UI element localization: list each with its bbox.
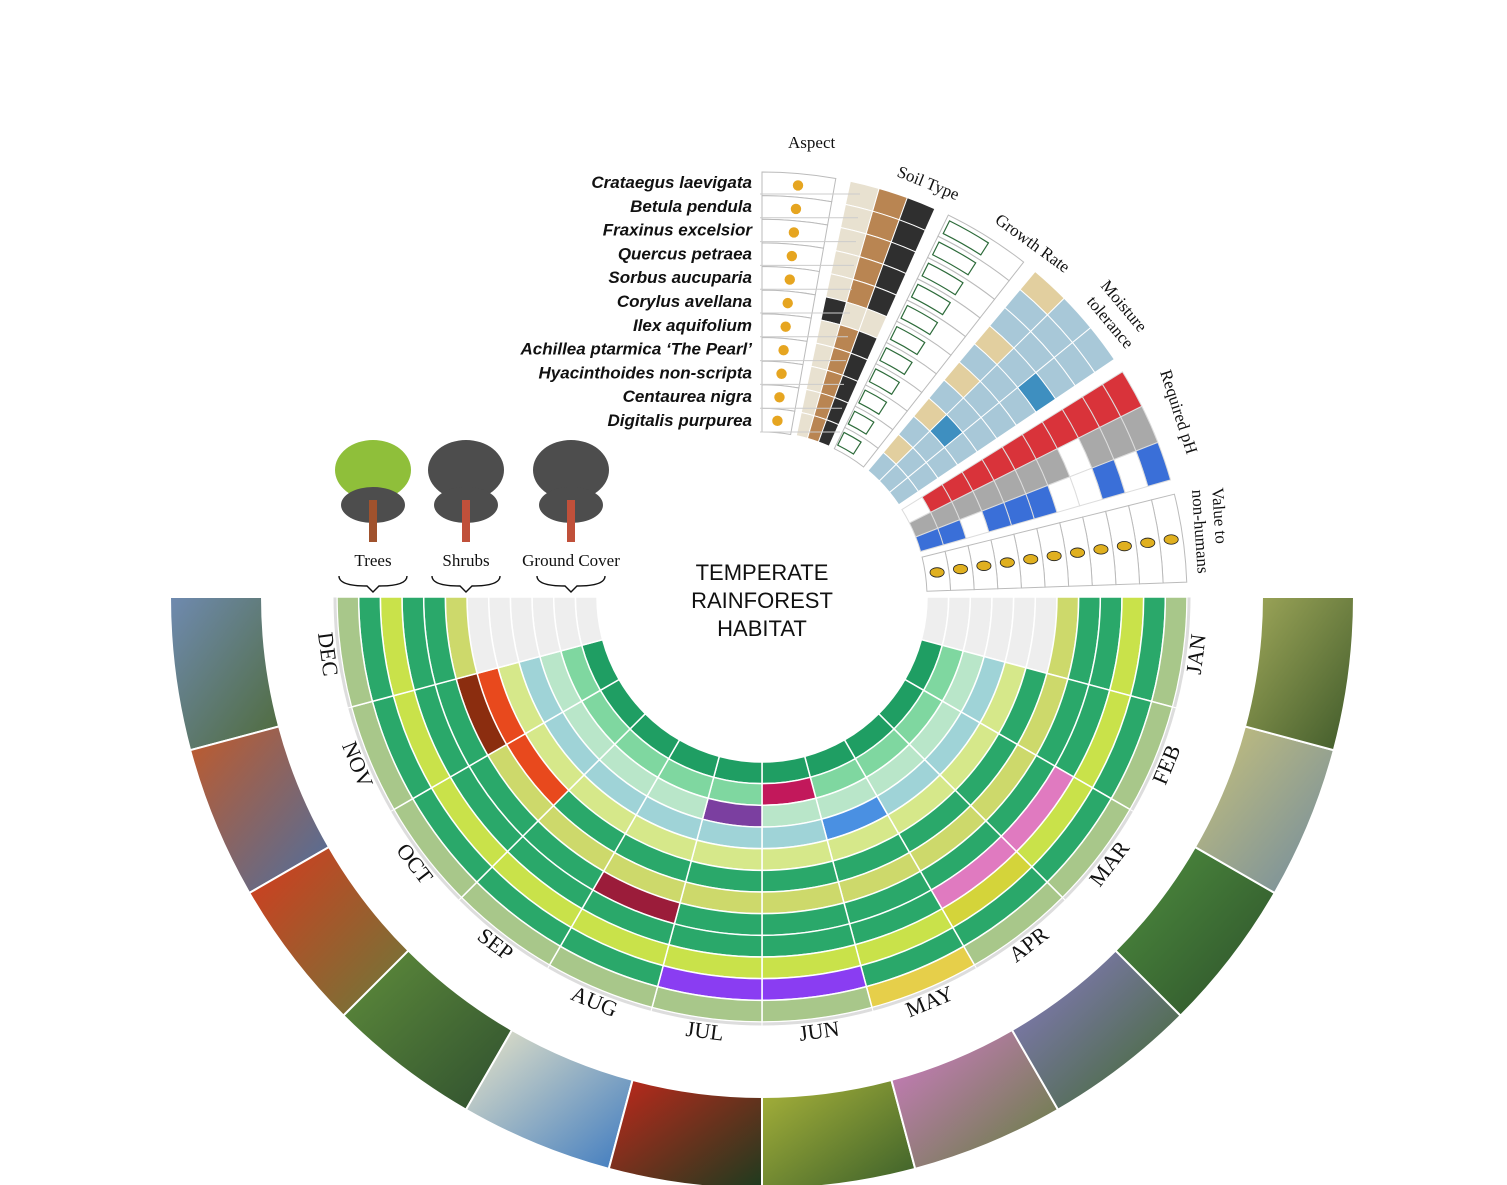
- species-name: Hyacinthoides non-scripta: [539, 363, 752, 382]
- growth-rate-bar: [889, 325, 926, 356]
- sun-icon: [792, 180, 804, 191]
- growth-rate-bar: [868, 368, 901, 396]
- orange-tree-photo: [188, 725, 331, 895]
- layer-diagram-ground-cover: Ground Cover: [522, 440, 620, 593]
- sun-icon: [786, 250, 798, 262]
- month-label-jul: JUL: [684, 1016, 725, 1046]
- red-berries-photo: [247, 845, 410, 1018]
- layer-label: Ground Cover: [522, 551, 620, 570]
- species-name: Centaurea nigra: [623, 387, 752, 406]
- growth-rate-bar: [836, 431, 862, 455]
- shrub-photo: [1243, 596, 1356, 752]
- tree-canopy-icon: [428, 440, 504, 500]
- growth-rate-bar: [879, 346, 913, 376]
- white-flowers-photo: [464, 1028, 634, 1171]
- sun-icon: [774, 392, 785, 403]
- attribute-arcs: [761, 171, 1188, 592]
- seasonal-wheel: [332, 597, 1192, 1027]
- species-name: Ilex aquifolium: [633, 316, 752, 335]
- species-name: Crataegus laevigata: [591, 173, 752, 192]
- tree-trunk-icon: [369, 500, 377, 542]
- tree-trunk-icon: [462, 500, 470, 542]
- bluebell-photo: [1010, 949, 1183, 1112]
- species-name: Betula pendula: [630, 197, 752, 216]
- growth-rate-bar: [921, 262, 964, 296]
- leaves-photo: [1114, 845, 1277, 1018]
- sun-icon: [772, 415, 783, 427]
- green-tree-photo: [341, 949, 514, 1112]
- bee-icon: [1023, 554, 1039, 565]
- layer-diagrams: Trees Shrubs Ground Cover: [335, 440, 620, 593]
- holly-photo: [607, 1078, 763, 1185]
- growth-rate-bar: [858, 389, 888, 416]
- growth-rate-cell: [833, 426, 879, 468]
- layer-label: Trees: [354, 551, 391, 570]
- header-value-line1: Value to: [1208, 487, 1231, 544]
- species-name: Achillea ptarmica ‘The Pearl’: [520, 340, 753, 359]
- bee-icon: [1093, 544, 1109, 555]
- sun-icon: [790, 203, 802, 215]
- center-title: TEMPERATE RAINFOREST HABITAT: [691, 560, 833, 641]
- brace-icon: [431, 575, 501, 593]
- sun-icon: [776, 368, 787, 379]
- species-name: Digitalis purpurea: [607, 411, 752, 430]
- species-name: Fraxinus excelsior: [603, 221, 754, 240]
- sun-icon: [780, 321, 791, 332]
- sun-icon: [788, 227, 800, 238]
- brace-icon: [338, 575, 408, 593]
- title-line-2: RAINFOREST: [691, 588, 833, 613]
- title-line-1: TEMPERATE: [696, 560, 829, 585]
- layer-diagram-shrubs: Shrubs: [428, 440, 504, 593]
- bee-icon: [953, 563, 968, 575]
- tree-canopy-icon: [533, 440, 609, 500]
- growth-rate-bar: [910, 283, 952, 316]
- species-name: Corylus avellana: [617, 292, 752, 311]
- growth-rate-bar: [931, 241, 977, 276]
- species-list: Crataegus laevigata Betula pendula Fraxinu…: [520, 173, 860, 433]
- sun-icon: [784, 274, 795, 285]
- yellow-flowers-photo: [761, 1078, 917, 1185]
- bee-icon: [1140, 537, 1156, 548]
- title-line-3: HABITAT: [717, 616, 807, 641]
- month-label-dec: DEC: [313, 631, 344, 678]
- header-aspect: Aspect: [788, 133, 835, 152]
- brace-icon: [536, 575, 606, 593]
- species-name: Quercus petraea: [618, 244, 752, 263]
- species-name: Sorbus aucuparia: [608, 268, 752, 287]
- sun-icon: [782, 297, 793, 309]
- bee-icon: [1116, 540, 1132, 552]
- header-ph: Required pH: [1156, 367, 1201, 456]
- growth-rate-bar: [942, 220, 990, 256]
- photo-ring: [168, 596, 1356, 1185]
- sun-icon: [778, 345, 789, 356]
- tree-trunk-icon: [567, 500, 575, 542]
- ph-cell: [915, 527, 944, 553]
- foxglove-photo: [890, 1028, 1060, 1171]
- month-label-jan: JAN: [1181, 632, 1211, 675]
- bee-icon: [1046, 550, 1062, 562]
- growth-rate-bar: [847, 410, 875, 435]
- bee-icon: [999, 557, 1015, 568]
- bee-icon: [1163, 534, 1179, 545]
- bee-icon: [929, 567, 945, 578]
- month-label-jun: JUN: [797, 1016, 840, 1046]
- growth-rate-bar: [900, 304, 939, 336]
- bee-icon: [1070, 547, 1086, 558]
- catkins-photo: [1193, 725, 1336, 895]
- tree-canopy-icon: [335, 440, 411, 500]
- layer-diagram-trees: Trees: [335, 440, 411, 593]
- bee-icon: [976, 560, 992, 571]
- moisture-cell: [888, 476, 920, 506]
- soil-type-cell: [817, 419, 840, 447]
- wheel-rim-segment: [332, 597, 353, 709]
- layer-label: Shrubs: [442, 551, 489, 570]
- bare-tree-photo: [168, 596, 281, 752]
